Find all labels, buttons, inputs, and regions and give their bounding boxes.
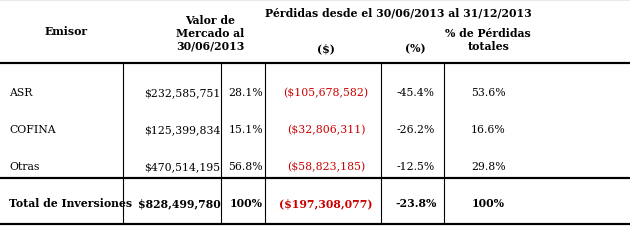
Text: Pérdidas desde el 30/06/2013 al 31/12/2013: Pérdidas desde el 30/06/2013 al 31/12/20… — [265, 7, 532, 18]
Text: ($105,678,582): ($105,678,582) — [284, 88, 369, 98]
Text: -45.4%: -45.4% — [397, 88, 435, 98]
Text: Total de Inversiones: Total de Inversiones — [9, 197, 132, 208]
Text: Emisor: Emisor — [45, 25, 88, 36]
Text: % de Pérdidas
totales: % de Pérdidas totales — [445, 28, 531, 52]
Text: 100%: 100% — [472, 197, 505, 208]
Text: (%): (%) — [406, 43, 426, 54]
Text: ($58,823,185): ($58,823,185) — [287, 161, 365, 171]
Text: 15.1%: 15.1% — [229, 124, 263, 134]
Text: COFINA: COFINA — [9, 124, 56, 134]
Text: ($197,308,077): ($197,308,077) — [279, 197, 373, 208]
Text: ($32,806,311): ($32,806,311) — [287, 124, 365, 134]
Text: 29.8%: 29.8% — [471, 161, 505, 171]
Text: $470,514,195: $470,514,195 — [144, 161, 220, 171]
Text: ($): ($) — [317, 43, 335, 54]
Text: ASR: ASR — [9, 88, 33, 98]
Text: Otras: Otras — [9, 161, 40, 171]
Text: -23.8%: -23.8% — [395, 197, 437, 208]
Text: 16.6%: 16.6% — [471, 124, 506, 134]
Text: $232,585,751: $232,585,751 — [144, 88, 220, 98]
Text: 100%: 100% — [229, 197, 262, 208]
Text: -26.2%: -26.2% — [397, 124, 435, 134]
Text: $828,499,780: $828,499,780 — [138, 197, 220, 208]
Text: 28.1%: 28.1% — [228, 88, 263, 98]
Text: $125,399,834: $125,399,834 — [144, 124, 220, 134]
Text: -12.5%: -12.5% — [397, 161, 435, 171]
Text: 53.6%: 53.6% — [471, 88, 505, 98]
Text: Valor de
Mercado al
30/06/2013: Valor de Mercado al 30/06/2013 — [176, 15, 244, 52]
Text: 56.8%: 56.8% — [229, 161, 263, 171]
